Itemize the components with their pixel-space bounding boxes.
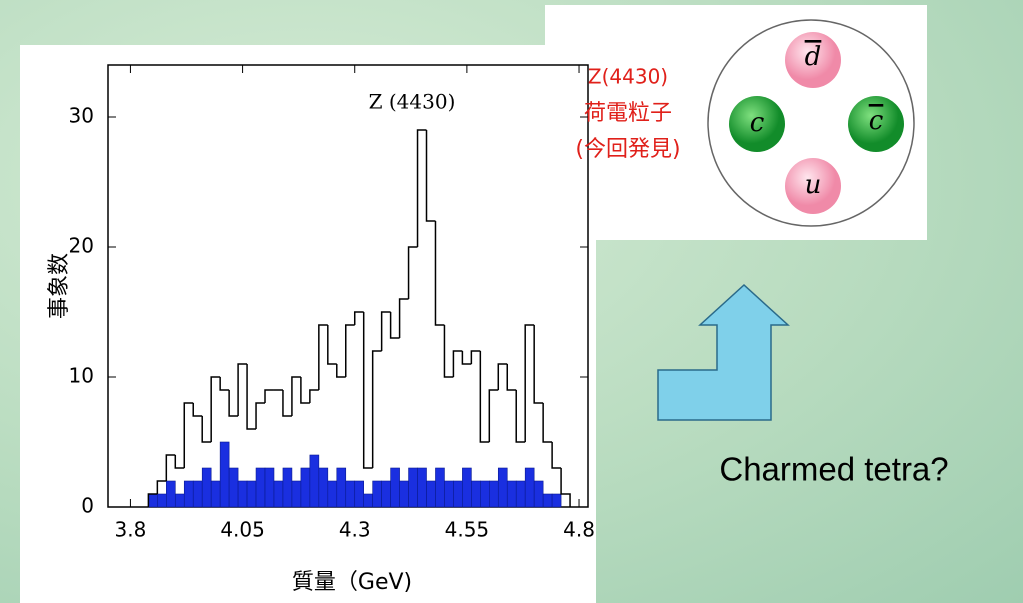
background-bar — [247, 481, 256, 507]
diagram-label: 荷電粒子 — [584, 101, 672, 126]
background-bar — [175, 494, 184, 507]
background-bar — [409, 468, 418, 507]
x-tick-label: 4.8 — [563, 518, 595, 542]
background-bar — [498, 468, 507, 507]
background-bar — [507, 481, 516, 507]
x-axis-label: 質量（GeV) — [292, 570, 412, 595]
background-bar — [453, 481, 462, 507]
quark-label: c — [750, 108, 765, 138]
background-bar — [382, 481, 391, 507]
background-bar — [337, 468, 346, 507]
background-bar — [427, 481, 436, 507]
background-bar — [211, 481, 220, 507]
diagram-label: (今回発見) — [575, 137, 680, 162]
peak-annotation: Z (4430) — [369, 90, 456, 114]
y-tick-label: 0 — [81, 494, 94, 518]
background-bar — [435, 468, 444, 507]
background-bar — [310, 455, 319, 507]
background-bar — [534, 481, 543, 507]
background-bar — [328, 481, 337, 507]
background-bar — [391, 468, 400, 507]
background-bar — [148, 494, 157, 507]
y-tick-label: 10 — [69, 364, 94, 388]
background-bar — [543, 494, 552, 507]
x-tick-label: 4.3 — [339, 518, 371, 542]
y-tick-label: 20 — [69, 234, 94, 258]
background-bar — [462, 468, 471, 507]
slide: 0 10 20 30 3.8 4.05 4.3 4.55 4.8 事象数 質量（GeV) Z (… — [0, 0, 1023, 603]
background-bar — [193, 481, 202, 507]
background-bar — [346, 481, 355, 507]
background-bar — [202, 468, 211, 507]
background-bar — [238, 481, 247, 507]
background-bar — [319, 468, 328, 507]
diagram-label: Z(4430) — [588, 65, 668, 89]
caption: Charmed tetra? — [719, 451, 948, 488]
background-bar — [292, 481, 301, 507]
slide-canvas: 0 10 20 30 3.8 4.05 4.3 4.55 4.8 事象数 質量（GeV) Z (… — [0, 0, 1023, 603]
background-bar — [480, 481, 489, 507]
arrow — [658, 285, 788, 420]
background-bar — [355, 481, 364, 507]
background-bar — [400, 481, 409, 507]
background-bar — [301, 468, 310, 507]
x-tick-label: 3.8 — [115, 518, 147, 542]
background-bar — [552, 494, 561, 507]
x-tick-label: 4.05 — [220, 518, 265, 542]
background-bar — [418, 468, 427, 507]
y-tick-label: 30 — [69, 104, 94, 128]
background-bar — [373, 481, 382, 507]
quark-label: d — [805, 42, 822, 72]
background-bar — [220, 442, 229, 507]
quark-label: u — [805, 170, 822, 200]
background-bar — [184, 481, 193, 507]
background-bar — [274, 481, 283, 507]
background-bar — [157, 494, 166, 507]
background-bar — [265, 468, 274, 507]
background-bar — [525, 468, 534, 507]
background-bar — [283, 468, 292, 507]
x-tick-label: 4.55 — [445, 518, 490, 542]
y-axis-label: 事象数 — [47, 253, 72, 319]
background-bar — [471, 481, 480, 507]
background-bar — [444, 481, 453, 507]
background-bar — [229, 468, 238, 507]
background-bar — [256, 468, 265, 507]
chart-panel — [20, 45, 596, 603]
background-bar — [364, 494, 373, 507]
background-bar — [516, 481, 525, 507]
background-bar — [489, 481, 498, 507]
quark-label: c — [869, 106, 884, 136]
background-bar — [166, 481, 175, 507]
